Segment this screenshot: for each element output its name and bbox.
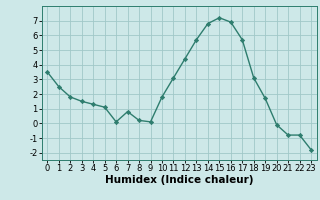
X-axis label: Humidex (Indice chaleur): Humidex (Indice chaleur): [105, 175, 253, 185]
